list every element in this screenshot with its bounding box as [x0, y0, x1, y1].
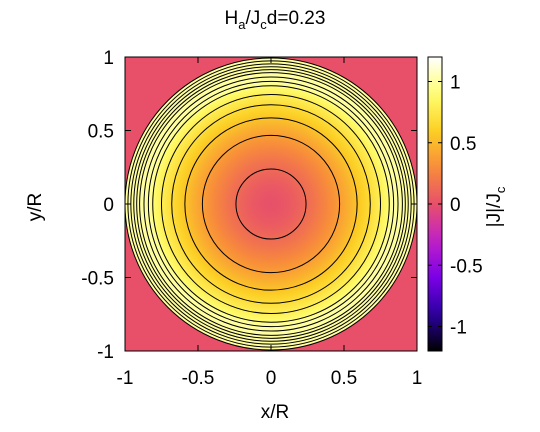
x-tick-label: 0 — [266, 368, 277, 389]
y-tick-label: 1 — [103, 48, 114, 69]
colorbar-tick-label: -0.5 — [450, 256, 483, 277]
contour-line — [235, 168, 307, 240]
x-tick-label: 1 — [412, 368, 423, 389]
x-axis: -1 -0.5 0 0.5 1 — [117, 57, 423, 389]
colorbar-axis: -1 -0.5 0 0.5 1 — [428, 73, 483, 339]
contour-line — [147, 80, 395, 328]
chart-title: Ha/Jcd=0.23 — [225, 8, 326, 32]
y-tick-label: -1 — [97, 342, 114, 363]
colorbar-label: |J|/Jc — [484, 186, 508, 227]
contour-line — [139, 72, 403, 336]
contour-line — [136, 69, 406, 339]
contour-line — [133, 66, 409, 342]
x-tick-label: 0.5 — [331, 368, 357, 389]
y-tick-label: -0.5 — [81, 269, 114, 290]
y-axis-label: y/R — [25, 193, 46, 222]
colorbar-tick-label: 1 — [450, 73, 461, 94]
contour-line — [184, 117, 358, 291]
x-axis-label: x/R — [261, 402, 290, 423]
contour-line — [152, 85, 390, 323]
y-tick-label: 0.5 — [88, 122, 114, 143]
contour-line — [161, 94, 381, 314]
contour-line — [143, 76, 399, 332]
colorbar-tick-label: -1 — [450, 318, 467, 339]
colorbar-tick-label: 0 — [450, 195, 461, 216]
contour-line — [171, 104, 371, 304]
x-tick-label: -0.5 — [182, 368, 215, 389]
current-density-disc — [125, 58, 417, 350]
colorbar-tick-label: 0.5 — [450, 134, 476, 155]
x-tick-label: -1 — [117, 368, 134, 389]
contour-lines — [124, 57, 418, 351]
y-tick-label: 0 — [103, 195, 114, 216]
contour-line — [201, 134, 341, 274]
y-axis: -1 -0.5 0 0.5 1 — [81, 48, 417, 363]
